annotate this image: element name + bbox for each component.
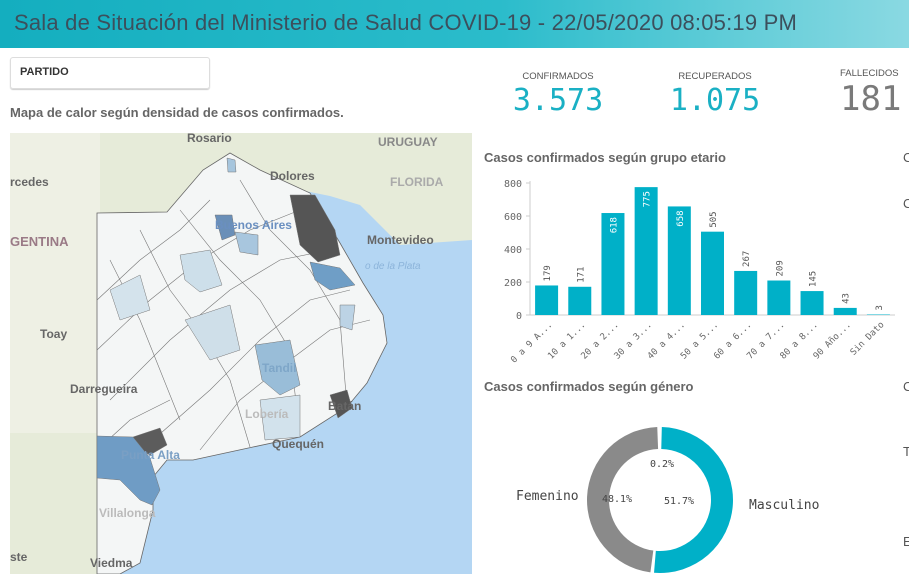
bar [535,285,559,315]
slice-name-label: Masculino [749,498,819,513]
map-label: Quequén [272,437,324,451]
heat-map[interactable]: Rosario URUGUAY Dolores FLORIDA rcedes B… [10,133,472,574]
map-label: URUGUAY [378,135,438,149]
kpi-fallecidos: FALLECIDOS 181 [840,68,909,119]
map-label: Tandil [262,361,296,375]
kpi-value: 3.573 [512,83,604,118]
bar [667,206,691,315]
map-label: ste [10,550,28,564]
bar-value-label: 658 [676,210,686,226]
map-label: GENTINA [10,234,69,249]
kpi-confirmados: CONFIRMADOS 3.573 [508,71,608,118]
bar-value-label: 171 [576,267,586,283]
donut-slice [587,427,659,573]
map-label: Lobería [245,407,289,421]
bar-value-label: 505 [709,211,719,227]
kpi-value: 181 [840,79,902,119]
bar-value-label: 3 [875,305,885,310]
bar [734,270,758,315]
bar [634,187,658,315]
bar [833,307,857,315]
bar-value-label: 618 [609,217,619,233]
gender-chart-title: Casos confirmados según género [484,379,694,394]
y-tick-label: 400 [504,245,522,256]
bar [701,231,724,315]
bar-value-label: 209 [775,260,785,276]
map-label: Batán [328,399,361,413]
donut-slice [654,427,733,573]
kpi-label: CONFIRMADOS [522,71,594,82]
bar-value-label: 179 [543,265,553,281]
clipped-text: C [903,196,909,211]
map-water [120,190,472,574]
y-tick-label: 0 [516,311,522,322]
clipped-text: C [903,150,909,165]
map-label: Montevideo [367,233,434,247]
map-label: Viedma [90,556,133,570]
filter-label: PARTIDO [20,66,69,78]
slice-percent-label: 0.2% [650,459,674,470]
map-label: Villalonga [99,506,156,520]
map-label: Rosario [187,133,232,145]
kpi-label: RECUPERADOS [678,71,752,82]
partido-filter[interactable]: PARTIDO [10,57,210,89]
bar-value-label: 43 [842,293,852,304]
page-title: Sala de Situación del Ministerio de Salu… [14,10,798,35]
bar [767,280,791,315]
map-land-light [10,133,100,433]
kpi-value: 1.075 [669,83,761,118]
kpi-recuperados: RECUPERADOS 1.075 [665,71,765,118]
map-label: Dolores [270,169,315,183]
district-fills [96,157,356,506]
map-label: Punta Alta [121,448,180,462]
slice-percent-label: 48.1% [602,494,632,505]
x-tick-label: 0 a 9 A... [509,320,554,365]
map-label: Buenos Aires [215,218,292,232]
map-label: rcedes [10,175,49,189]
bar-value-label: 145 [809,271,819,287]
app-header: Sala de Situación del Ministerio de Salu… [0,0,909,48]
y-tick-label: 600 [504,212,522,223]
map-label: o de la Plata [365,261,421,272]
bar [800,291,824,315]
bar [568,286,592,315]
clipped-text: C [903,379,909,394]
bar-value-label: 775 [643,191,653,207]
map-label: Darregueira [70,382,138,396]
y-tick-label: 800 [504,179,522,190]
clipped-text: E [903,534,909,549]
clipped-text: T [903,444,909,459]
map-label: Toay [40,327,67,341]
gender-donut-chart: 51.7% 48.1% 0.2% Masculino Femenino [516,427,819,573]
bar-value-label: 267 [742,251,752,267]
map-title: Mapa de calor según densidad de casos co… [10,105,344,120]
map-label: FLORIDA [390,175,444,189]
x-tick-label: Sin Dato [849,320,887,358]
slice-percent-label: 51.7% [664,496,694,507]
y-tick-label: 200 [504,278,522,289]
age-chart-title: Casos confirmados según grupo etario [484,150,726,165]
slice-name-label: Femenino [516,489,579,504]
bar [601,213,625,315]
map-labels: Rosario URUGUAY Dolores FLORIDA rcedes B… [10,133,444,570]
kpi-label: FALLECIDOS [840,68,899,79]
